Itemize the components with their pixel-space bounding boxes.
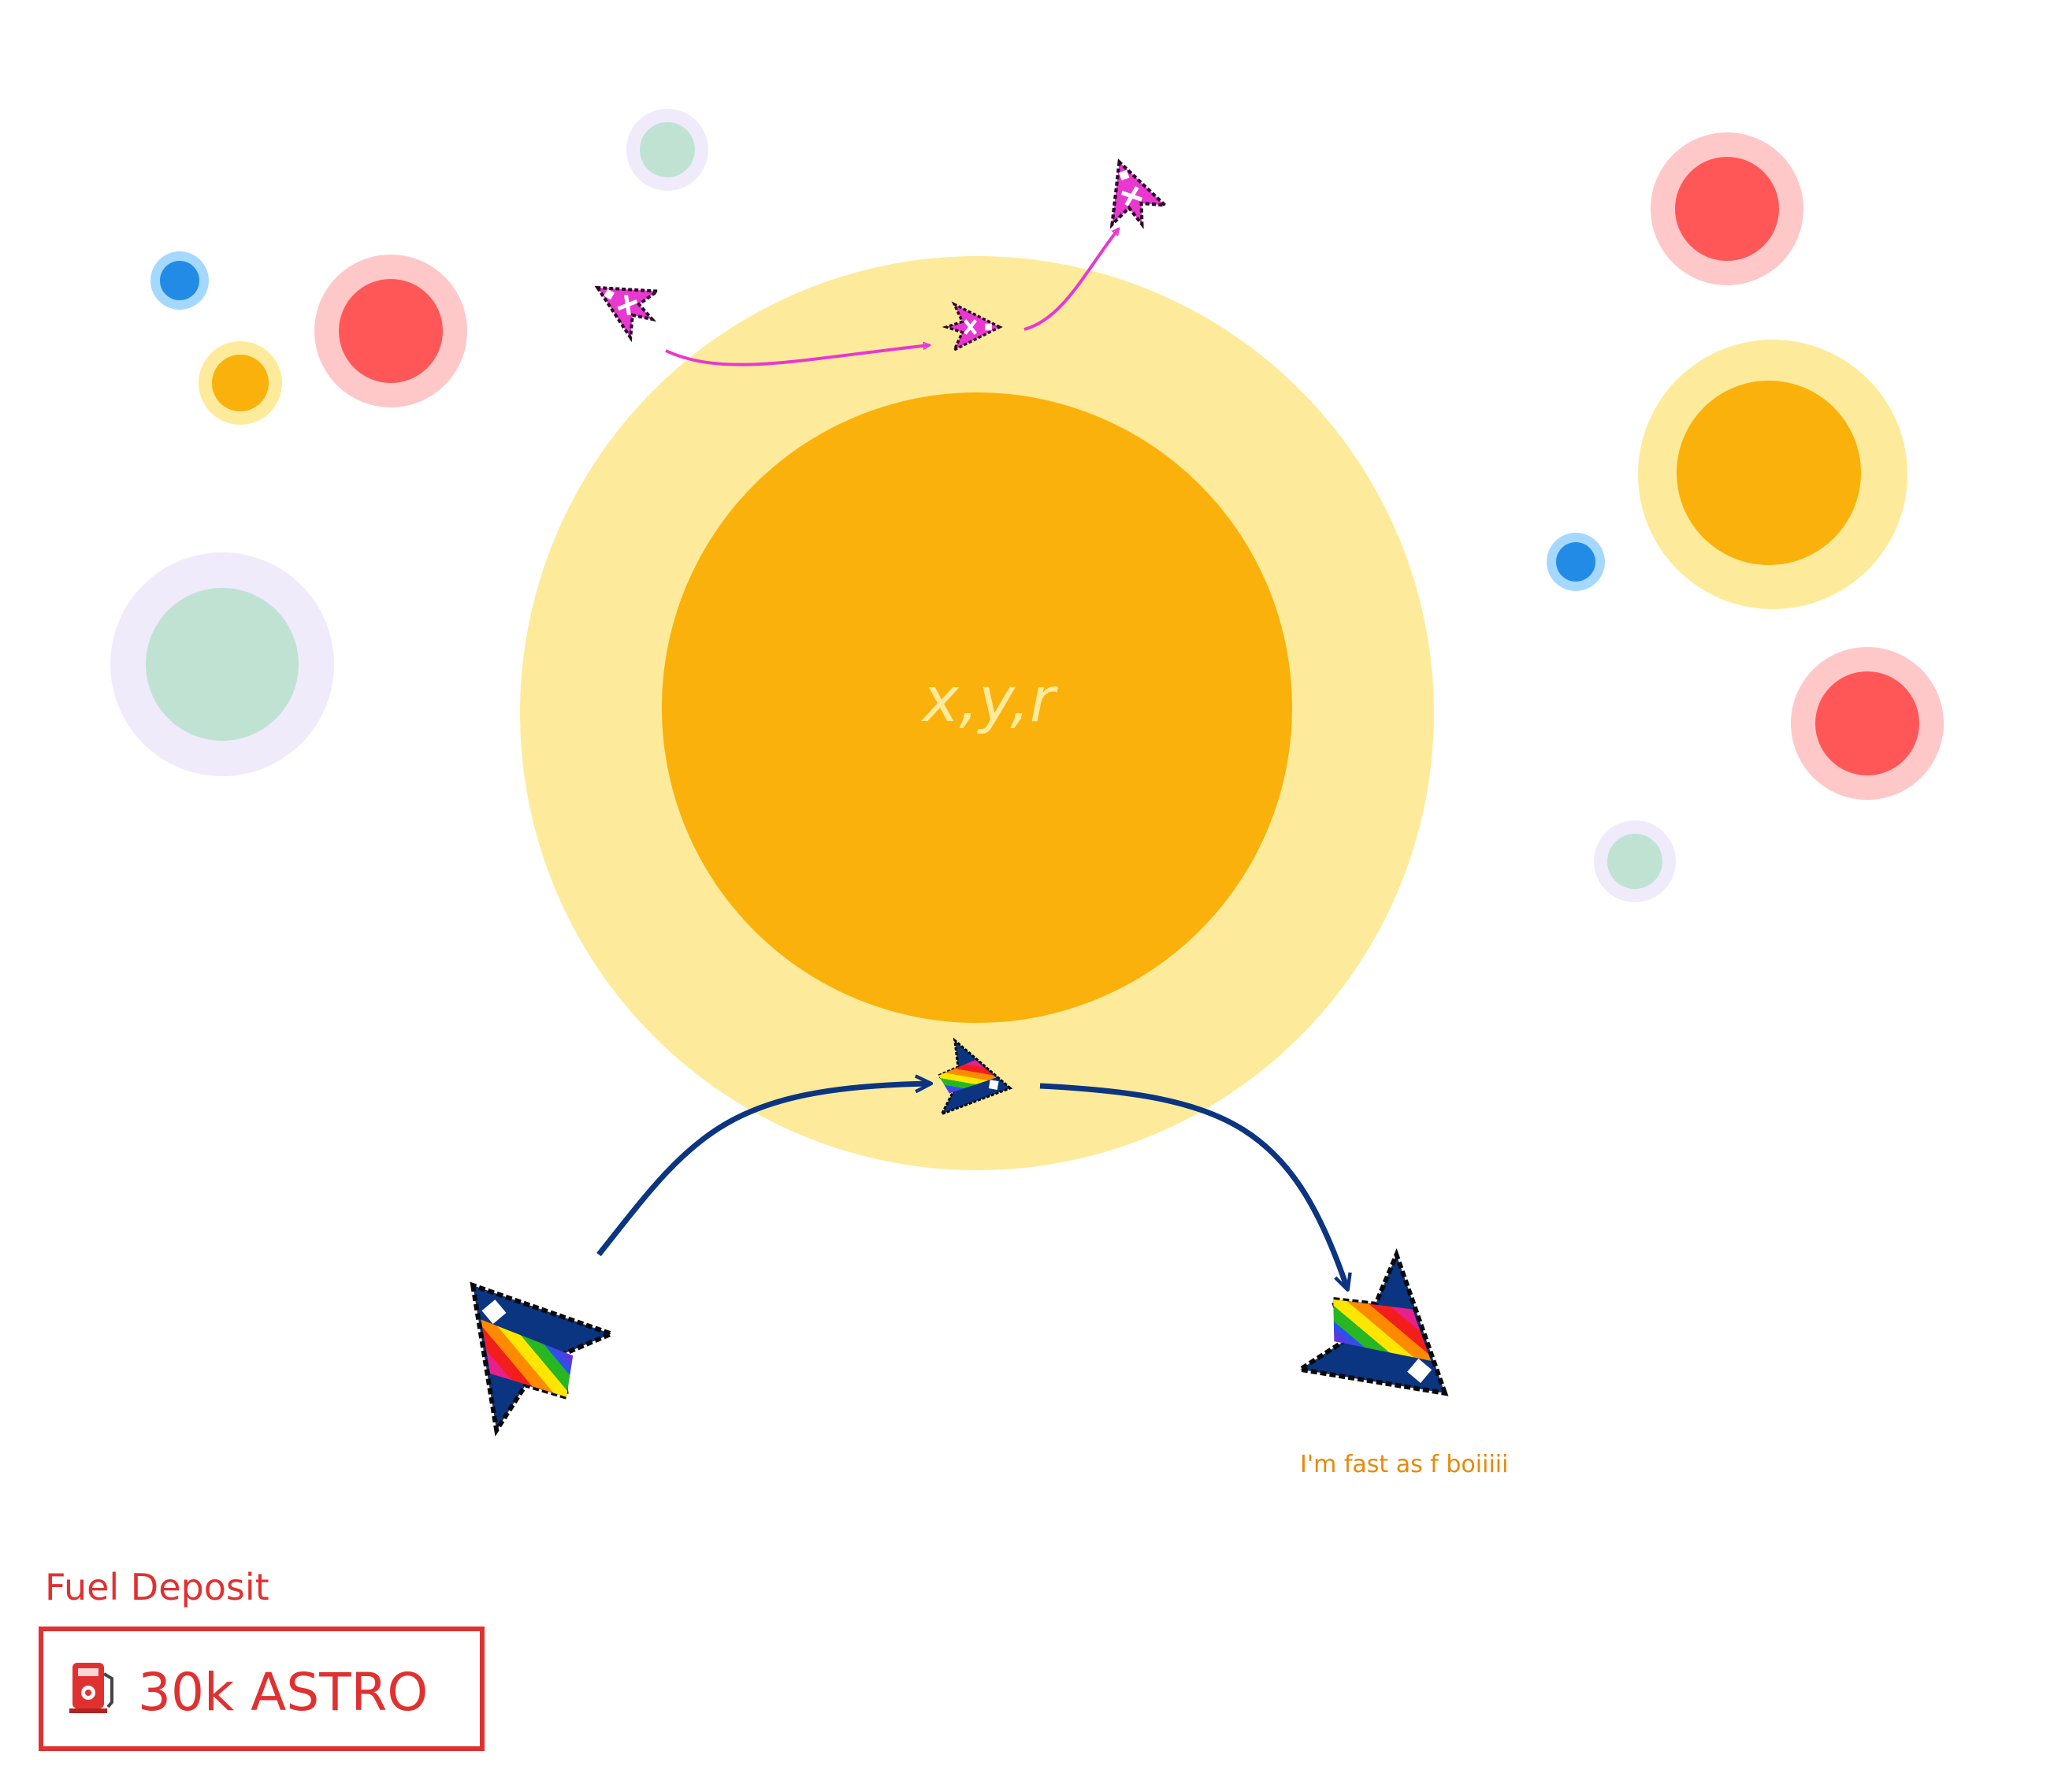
- rainbow-ship-start: [415, 1237, 623, 1445]
- center-label: x,y,r: [920, 665, 1059, 736]
- fuel-amount: 30k ASTRO: [138, 1662, 428, 1723]
- navy-path-arrow-2: [1039, 1083, 1347, 1288]
- rainbow-ship-end: [1285, 1242, 1493, 1450]
- central-sun: x,y,r: [520, 256, 1434, 1170]
- fuel-pump-icon: [69, 1663, 113, 1713]
- planet-mint-right: [1594, 820, 1676, 902]
- navy-path-arrow-1: [596, 1084, 930, 1257]
- pink-path-arrow-2: [1023, 229, 1119, 331]
- planet-mint-left: [110, 552, 334, 776]
- planet-blue-top-left: [150, 251, 209, 310]
- planet-red-right: [1791, 647, 1944, 800]
- pink-ship-start: [584, 265, 665, 343]
- fuel-deposit-box: 30k ASTRO: [39, 1627, 485, 1751]
- speed-caption: I'm fast as f boiiiii: [1300, 1451, 1508, 1478]
- pink-path-arrow-1: [665, 345, 930, 366]
- pink-ship-end: [1093, 152, 1168, 233]
- planet-red-top-left: [314, 255, 467, 407]
- planet-mint-top: [626, 109, 708, 191]
- planet-yellow-right: [1638, 340, 1907, 609]
- planet-red-top-right: [1651, 132, 1803, 285]
- fuel-heading: Fuel Deposit: [45, 1566, 269, 1608]
- planet-yellow-small-left: [199, 341, 282, 425]
- planet-blue-right: [1547, 533, 1605, 591]
